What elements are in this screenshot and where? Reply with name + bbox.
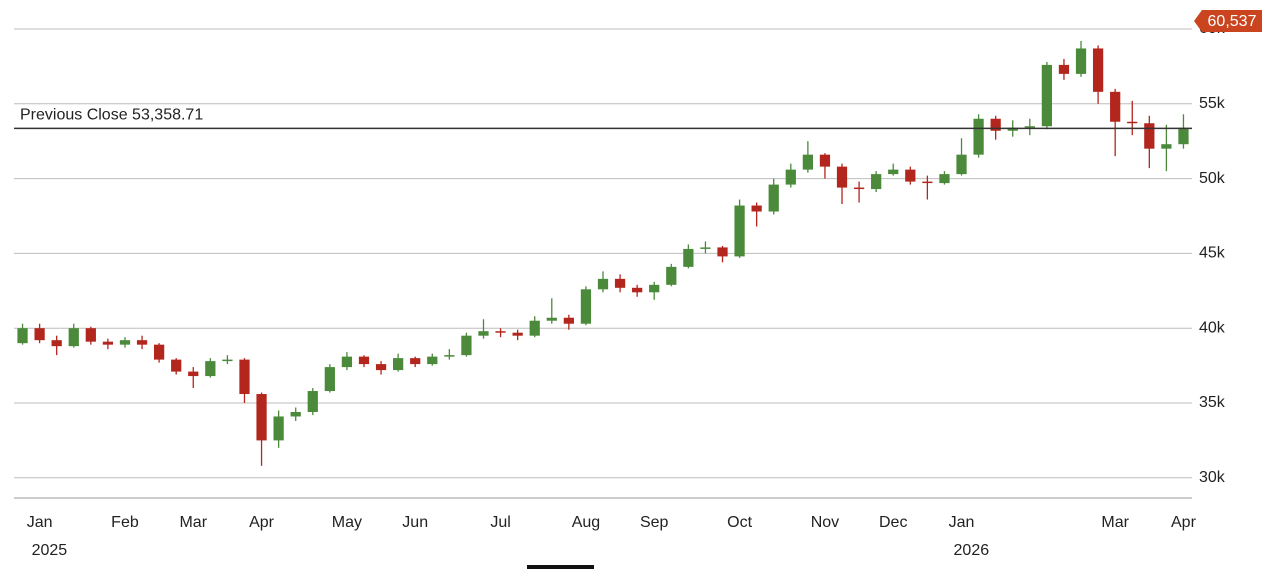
candle-body <box>580 289 592 324</box>
x-tick-label: Mar <box>1101 514 1129 531</box>
y-tick-label: 55k <box>1199 95 1226 112</box>
candle-body <box>905 169 916 182</box>
x-tick-label: Jun <box>402 514 428 531</box>
x-tick-label: Apr <box>1171 514 1197 531</box>
candle-body <box>393 358 404 371</box>
y-tick-label: 30k <box>1199 469 1226 486</box>
candle-body <box>1127 121 1138 124</box>
candle-body <box>239 359 250 395</box>
candle-body <box>836 166 848 188</box>
x-tick-label: Oct <box>727 514 752 531</box>
candle-body <box>324 367 335 392</box>
x-tick-label: Aug <box>572 514 600 531</box>
candle-body <box>188 371 199 377</box>
candle-body <box>375 364 387 371</box>
candle-body <box>973 118 984 155</box>
candle-body <box>51 340 62 347</box>
y-tick-label: 50k <box>1199 170 1226 187</box>
x-tick-label: Jan <box>949 514 975 531</box>
candle-body <box>751 205 762 212</box>
candle-body <box>819 154 831 167</box>
candle-body <box>427 356 438 365</box>
candle-body <box>1144 123 1155 149</box>
candle-body <box>34 328 45 341</box>
candle-body <box>683 248 694 267</box>
x-tick-label: Mar <box>179 514 207 531</box>
x-tick-label: Sep <box>640 514 669 531</box>
candle-body <box>990 118 1001 131</box>
candle-body <box>1058 64 1070 74</box>
candle-body <box>939 174 950 184</box>
y-tick-label: 45k <box>1199 245 1226 262</box>
candle-body <box>768 184 779 212</box>
candle-body <box>802 154 813 170</box>
previous-close-label: Previous Close 53,358.71 <box>20 107 203 124</box>
candle-body <box>1024 126 1035 128</box>
candle-body <box>1178 127 1189 145</box>
candle-body <box>717 247 728 257</box>
candle-body <box>956 154 967 175</box>
price-tag <box>1194 9 1262 32</box>
x-tick-label: Dec <box>879 514 907 531</box>
x-tick-label: Feb <box>111 514 139 531</box>
candle-body <box>888 169 899 175</box>
candle-body <box>1161 144 1172 149</box>
x-year-label: 2025 <box>32 542 68 559</box>
candle-body <box>700 247 711 249</box>
candle-body <box>68 328 79 347</box>
candle-body <box>632 287 643 293</box>
candle-body <box>597 278 609 290</box>
candle-body <box>290 411 301 417</box>
x-tick-label: Jul <box>490 514 510 531</box>
x-year-label: 2026 <box>954 542 990 559</box>
candle-body <box>871 174 882 190</box>
candle-body <box>256 394 267 441</box>
candle-body <box>1092 48 1104 92</box>
candle-body <box>171 359 182 372</box>
candle-body <box>85 328 96 342</box>
x-tick-label: Apr <box>249 514 275 531</box>
candle-body <box>649 284 660 293</box>
candle-body <box>478 331 489 336</box>
candle-body <box>734 205 745 257</box>
candle-body <box>666 266 677 285</box>
y-tick-label: 40k <box>1199 319 1226 336</box>
candle-body <box>119 340 131 345</box>
candle-body <box>1007 127 1018 131</box>
price-tag-label: 60,537 <box>1208 13 1257 30</box>
candle-body <box>461 335 472 356</box>
x-tick-label: Nov <box>811 514 839 531</box>
candle-body <box>853 187 865 190</box>
candle-body <box>153 344 165 360</box>
candle-body <box>1041 64 1053 127</box>
candle-body <box>546 317 557 321</box>
x-tick-label: Jan <box>27 514 53 531</box>
candle-body <box>358 356 370 365</box>
candle-body <box>102 341 114 345</box>
candle-body <box>444 355 455 357</box>
candle-body <box>17 328 28 344</box>
x-tick-label: May <box>332 514 362 531</box>
candle-body <box>529 320 540 336</box>
candle-body <box>614 278 626 288</box>
candle-body <box>1075 48 1087 74</box>
candle-body <box>563 317 574 324</box>
scroll-indicator <box>527 565 594 569</box>
candle-body <box>341 356 353 368</box>
candle-body <box>307 391 318 412</box>
candle-body <box>136 340 148 345</box>
candle-body <box>222 359 233 362</box>
y-tick-label: 35k <box>1199 394 1226 411</box>
candle-body <box>1110 91 1121 122</box>
candle-body <box>273 416 284 441</box>
candle-body <box>410 358 421 365</box>
candle-body <box>922 181 933 184</box>
candle-body <box>512 332 523 336</box>
candle-body <box>785 169 796 185</box>
candle-body <box>205 361 216 377</box>
candle-body <box>495 331 506 333</box>
